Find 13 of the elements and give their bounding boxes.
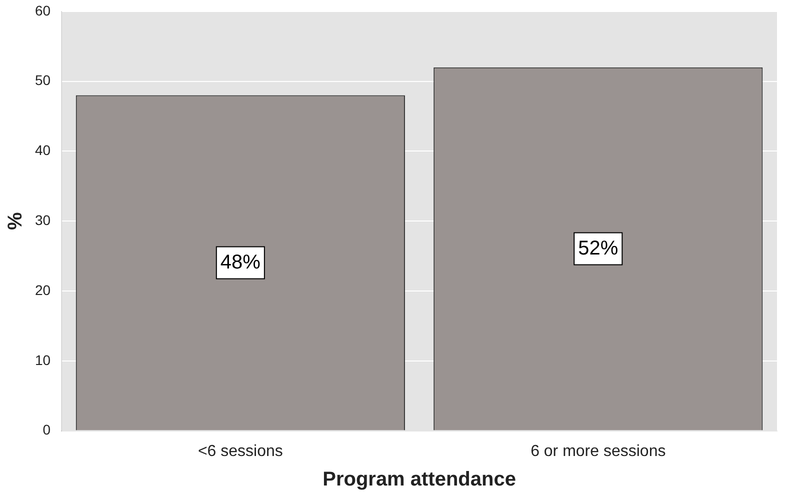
x-tick-label: <6 sessions: [198, 442, 283, 460]
y-tick-label: 10: [34, 352, 51, 368]
y-tick-label: 60: [34, 2, 51, 18]
data-label: 52%: [578, 237, 618, 260]
y-tick-label: 40: [34, 142, 51, 158]
y-tick-label: 20: [34, 282, 51, 298]
y-tick-label: 30: [34, 212, 51, 228]
y-tick-label: 50: [34, 72, 51, 88]
x-tick-label: 6 or more sessions: [530, 442, 666, 460]
data-label: 48%: [220, 251, 261, 274]
y-tick-label: 0: [42, 422, 51, 438]
y-axis-title: %: [4, 212, 27, 230]
x-axis-title: Program attendance: [322, 468, 516, 491]
